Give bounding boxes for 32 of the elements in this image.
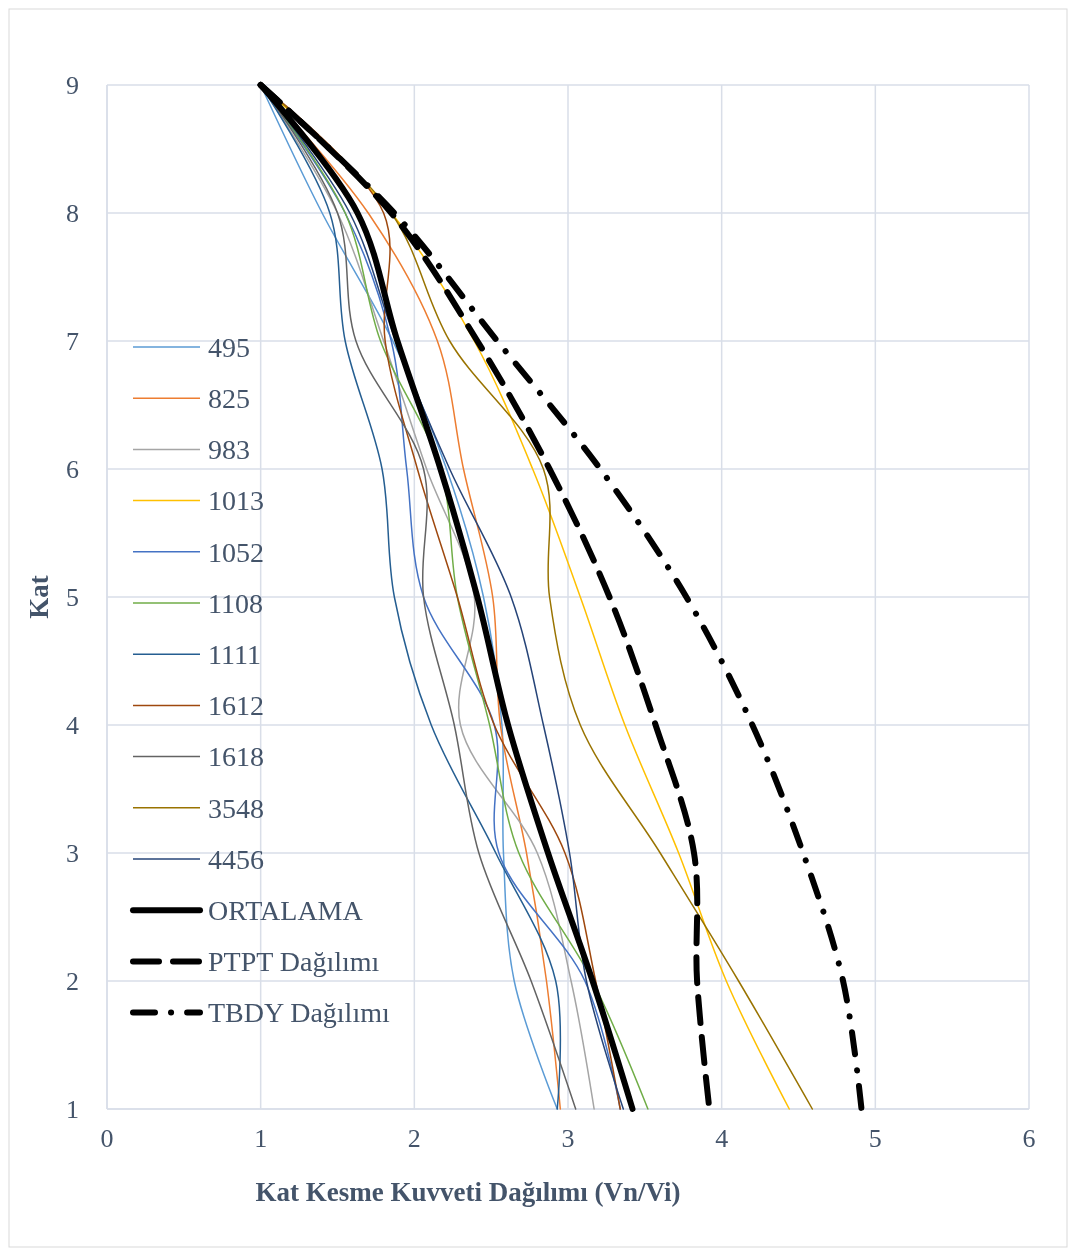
x-tick-label: 5 bbox=[868, 1124, 882, 1153]
legend-label: TBDY Dağılımı bbox=[208, 997, 390, 1029]
y-tick-label: 9 bbox=[66, 71, 79, 101]
y-tick-label: 6 bbox=[66, 455, 79, 485]
y-tick-label: 3 bbox=[66, 839, 79, 869]
legend-label: 1108 bbox=[208, 587, 263, 619]
legend-label: PTPT Dağılımı bbox=[208, 946, 380, 978]
legend-label: 825 bbox=[208, 383, 250, 414]
legend-label: 983 bbox=[208, 434, 250, 466]
legend-label: 3548 bbox=[208, 792, 264, 824]
x-tick-label: 6 bbox=[1022, 1124, 1036, 1153]
legend-label: 495 bbox=[208, 331, 250, 363]
y-axis-title: Kat bbox=[24, 575, 54, 619]
y-tick-label: 4 bbox=[66, 711, 79, 741]
x-tick-label: 3 bbox=[561, 1124, 575, 1153]
y-tick-label: 1 bbox=[66, 1095, 79, 1125]
y-tick-label: 8 bbox=[66, 199, 79, 229]
y-tick-label: 2 bbox=[66, 967, 79, 997]
y-tick-label: 5 bbox=[66, 583, 79, 613]
x-tick-label: 0 bbox=[100, 1124, 114, 1153]
legend-label: 4456 bbox=[208, 843, 264, 875]
legend-label: 1618 bbox=[208, 741, 264, 773]
y-tick-label: 7 bbox=[66, 327, 79, 357]
x-tick-label: 1 bbox=[254, 1124, 268, 1153]
legend-label: 1612 bbox=[208, 690, 264, 722]
x-tick-label: 4 bbox=[715, 1124, 729, 1153]
legend-label: ORTALAMA bbox=[208, 895, 364, 926]
legend-label: 1013 bbox=[208, 485, 264, 517]
legend-label: 1052 bbox=[208, 536, 264, 568]
x-axis-title: Kat Kesme Kuvveti Dağılımı (Vn/Vi) bbox=[255, 1177, 681, 1207]
x-tick-label: 2 bbox=[407, 1124, 421, 1153]
legend-label: 1111 bbox=[208, 639, 261, 670]
